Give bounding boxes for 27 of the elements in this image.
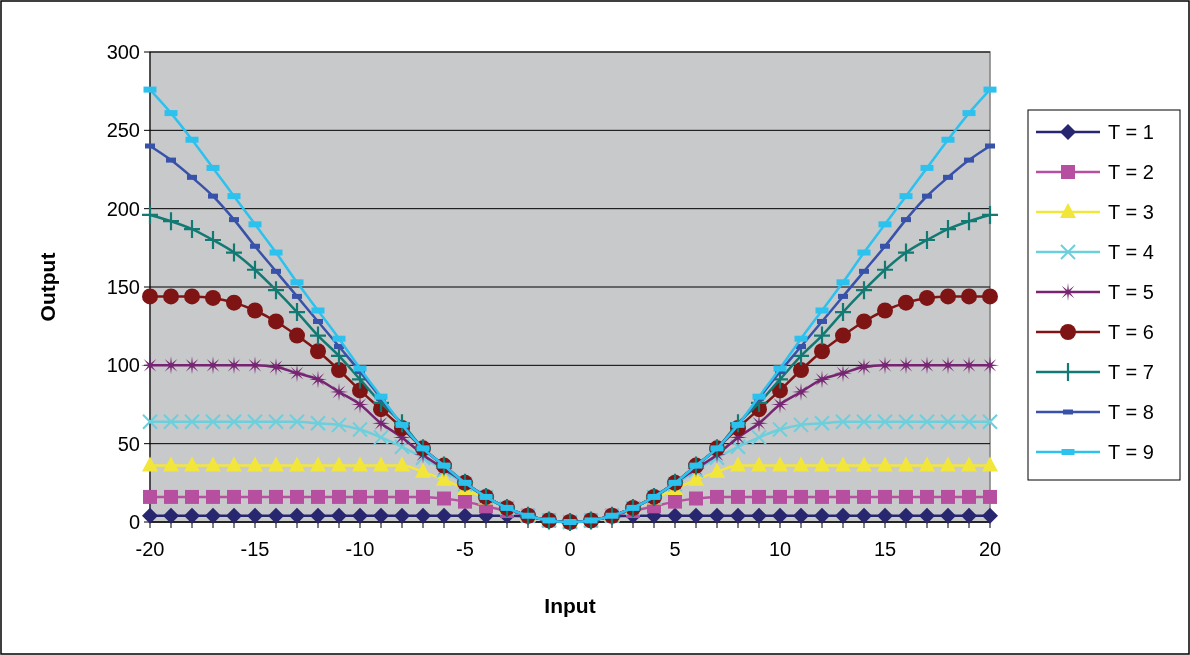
x-tick-label: -15 [240, 538, 270, 560]
x-tick-label: 20 [978, 538, 1002, 560]
y-tick-label: 0 [128, 511, 140, 533]
x-tick-label: 10 [768, 538, 792, 560]
legend-label: T = 9 [1108, 441, 1154, 463]
legend-label: T = 3 [1108, 201, 1154, 223]
legend-label: T = 5 [1108, 281, 1154, 303]
y-tick-label: 100 [106, 354, 140, 377]
legend-label: T = 6 [1108, 321, 1154, 343]
y-tick-label: 200 [106, 197, 140, 220]
y-tick-label: 300 [106, 41, 140, 63]
x-tick-label: 15 [873, 538, 897, 560]
y-tick-label: 250 [106, 119, 140, 142]
legend-label: T = 4 [1108, 241, 1154, 263]
y-tick-label: 50 [117, 432, 140, 455]
legend-label: T = 1 [1108, 121, 1154, 143]
x-tick-label: 5 [669, 538, 681, 560]
x-tick-label: -20 [135, 538, 165, 560]
y-tick-label: 150 [106, 276, 140, 298]
x-tick-label: -10 [345, 538, 375, 560]
x-axis-title: Input [544, 594, 596, 617]
legend-label: T = 2 [1108, 161, 1154, 183]
legend-label: T = 7 [1108, 361, 1154, 383]
y-axis-title: Output [36, 252, 59, 322]
legend-label: T = 8 [1108, 401, 1154, 423]
x-tick-label: -5 [456, 538, 474, 560]
x-tick-label: 0 [564, 538, 576, 560]
